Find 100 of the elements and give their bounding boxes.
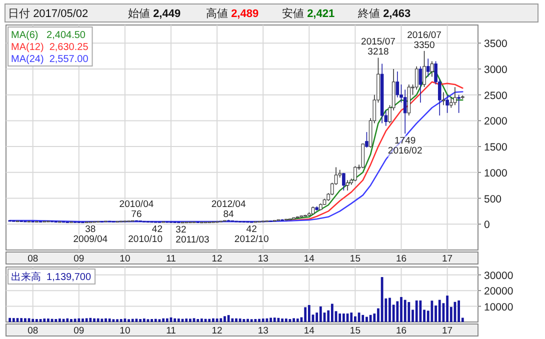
x-tick-label: 08 — [28, 254, 38, 264]
bar — [66, 318, 69, 322]
text: 安値 2,421 — [282, 7, 335, 20]
annotation: 2015/07 3218 — [361, 36, 396, 58]
x-tick-label: 14 — [304, 254, 314, 264]
annotation: 2016/07 3350 — [407, 30, 442, 51]
bar — [116, 319, 118, 322]
bar — [12, 318, 15, 322]
annotation: 42 2012/10 — [234, 224, 269, 245]
bar — [354, 316, 356, 322]
annotation: 32 2011/03 — [176, 224, 210, 246]
bar — [100, 318, 104, 322]
bar — [93, 318, 96, 322]
bar — [319, 306, 322, 322]
bar — [200, 318, 203, 322]
bar — [196, 319, 200, 322]
bar — [408, 302, 410, 322]
candlestick — [422, 50, 426, 88]
candlestick — [365, 132, 368, 148]
bar — [208, 318, 211, 322]
x-tick-label: 08 — [28, 326, 38, 336]
bar — [108, 318, 111, 322]
bar — [154, 318, 157, 322]
bar — [96, 318, 100, 322]
bar — [258, 318, 260, 322]
bar — [262, 318, 264, 322]
annotation: 1749 2016/02 — [388, 136, 422, 157]
candlestick — [453, 86, 457, 106]
bar — [254, 319, 257, 322]
y-tick-label: 3500 — [484, 38, 508, 50]
bar — [162, 318, 165, 322]
bar — [47, 318, 50, 322]
annotation: 2012/04 84 — [211, 198, 246, 220]
y-tick-label: 20000 — [484, 286, 514, 298]
x-tick-label: 10 — [120, 254, 130, 264]
x-tick-label: 14 — [304, 326, 314, 336]
bar — [342, 314, 345, 322]
bar — [281, 318, 284, 322]
bar — [224, 316, 226, 322]
bar — [62, 318, 65, 322]
bar — [296, 318, 299, 322]
bar — [350, 312, 353, 322]
bar — [270, 318, 272, 322]
candlestick — [361, 143, 365, 169]
bar — [292, 318, 295, 322]
candlestick — [426, 58, 430, 78]
y-tick-label: 30000 — [484, 270, 514, 282]
bar — [404, 300, 406, 322]
bar — [273, 318, 276, 322]
bar — [189, 318, 192, 322]
text: 終値 2,463 — [357, 8, 411, 20]
bar — [36, 319, 38, 322]
bar — [131, 318, 134, 322]
bar — [338, 314, 342, 322]
bar — [89, 318, 92, 322]
bar — [362, 314, 364, 322]
bar — [78, 318, 80, 322]
bar — [128, 319, 130, 322]
bar — [24, 318, 26, 322]
bar — [104, 318, 107, 322]
x-tick-label: 09 — [74, 326, 84, 336]
bar — [396, 301, 399, 322]
y-tick-label: 3000 — [484, 64, 508, 76]
candlestick — [418, 66, 422, 103]
candlestick — [430, 60, 434, 78]
x-tick-label: 12 — [212, 326, 222, 336]
x-tick-label: 16 — [396, 326, 407, 336]
bar — [20, 318, 23, 322]
text: 高値 2,489 — [206, 7, 259, 20]
text: 日付 2017/05/02 — [8, 8, 88, 20]
text: MA(6) 2,404.50 — [11, 30, 86, 41]
bar — [135, 318, 138, 322]
bar — [85, 318, 88, 322]
bar — [446, 296, 448, 322]
y-tick-label: 10000 — [484, 301, 514, 314]
bar — [419, 300, 422, 322]
bar — [32, 318, 34, 322]
candlestick — [414, 66, 418, 90]
bar — [220, 318, 222, 322]
candlestick — [354, 166, 357, 182]
x-tick-label: 10 — [120, 326, 130, 336]
bar — [246, 318, 249, 322]
bar — [458, 300, 460, 322]
candlestick — [442, 92, 446, 106]
bar — [231, 318, 234, 322]
bar — [304, 307, 307, 322]
bar — [330, 304, 334, 322]
bar — [388, 298, 391, 322]
bar — [235, 318, 238, 322]
bar — [150, 319, 154, 322]
y-tick-label: 2500 — [484, 90, 508, 102]
x-tick-label: 13 — [258, 254, 268, 264]
annotation: 38 2009/04 — [73, 224, 108, 246]
bar — [74, 318, 76, 322]
candlestick — [457, 94, 460, 114]
y-tick-label: 1000 — [484, 167, 508, 180]
bar — [250, 319, 253, 322]
bar — [82, 318, 84, 322]
text: MA(12) 2,630.25 — [11, 42, 89, 53]
bar — [415, 300, 418, 322]
